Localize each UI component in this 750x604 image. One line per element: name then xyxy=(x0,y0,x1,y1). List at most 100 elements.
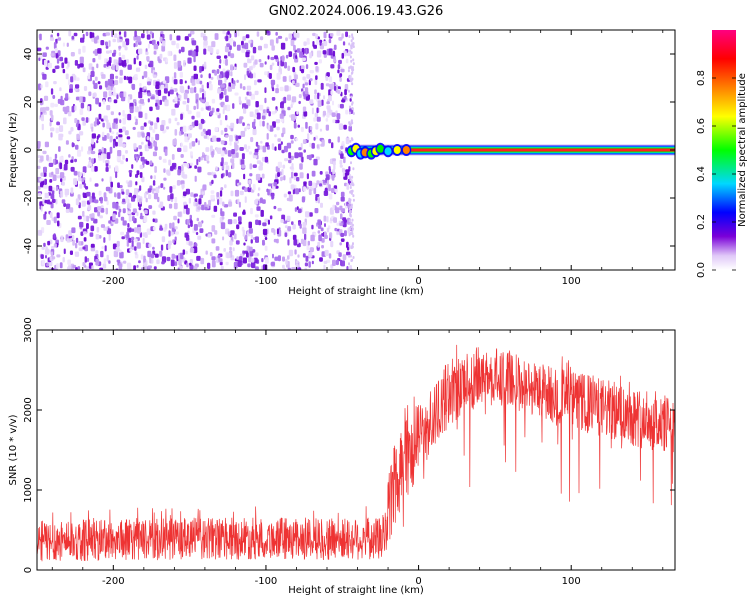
spectrogram-noise-cell xyxy=(108,260,111,264)
spectrogram-noise-cell xyxy=(113,99,118,104)
spectrogram-noise-cell xyxy=(52,158,56,165)
spectrogram-noise-cell xyxy=(183,201,187,206)
spectrogram-noise-cell xyxy=(154,218,158,223)
spectrogram-noise-cell xyxy=(125,189,130,196)
spectrogram-noise-cell xyxy=(346,251,351,256)
spectrogram-noise-cell xyxy=(207,129,211,136)
spectrogram-noise-cell xyxy=(208,80,212,85)
spectrogram-noise-cell xyxy=(82,120,86,126)
spectrogram-noise-cell xyxy=(56,65,60,69)
spectrogram-noise-cell xyxy=(169,186,173,193)
spectrogram-noise-cell xyxy=(220,84,225,88)
spectrogram-noise-cell xyxy=(153,44,159,50)
spectrogram-noise-cell xyxy=(308,251,313,258)
spectrogram-noise-cell xyxy=(205,101,209,107)
spectrogram-noise-cell xyxy=(116,36,120,43)
spectrogram-noise-cell xyxy=(298,188,301,193)
spectrogram-noise-cell xyxy=(87,72,90,80)
spectrogram-noise-cell xyxy=(270,56,275,61)
spectrogram-noise-cell xyxy=(98,113,102,120)
spectrogram-noise-cell xyxy=(352,242,354,246)
spectrogram-noise-cell xyxy=(158,204,162,208)
spectrogram-noise-cell xyxy=(154,95,159,101)
spectrogram-noise-cell xyxy=(350,46,353,50)
spectrogram-noise-cell xyxy=(43,172,47,177)
spectrogram-noise-cell xyxy=(352,112,355,115)
spectrogram-noise-cell xyxy=(202,184,207,191)
spectrogram-noise-cell xyxy=(118,263,123,270)
spectrogram-noise-cell xyxy=(196,217,199,222)
spectrogram-noise-cell xyxy=(253,72,256,79)
spectrogram-noise-cell xyxy=(128,214,132,222)
spectrogram-noise-cell xyxy=(141,75,144,80)
spectrogram-noise-cell xyxy=(295,264,299,268)
spectrogram-noise-cell xyxy=(140,156,145,162)
spectrogram-noise-cell xyxy=(222,201,225,207)
spectrogram-noise-cell xyxy=(159,53,163,59)
spectrogram-noise-cell xyxy=(309,142,312,148)
spectrogram-noise-cell xyxy=(50,102,55,108)
spectrogram-noise-cell xyxy=(133,35,137,41)
spectrogram-noise-cell xyxy=(45,46,49,50)
spectrogram-noise-cell xyxy=(351,227,354,231)
spectrogram-noise-cell xyxy=(101,178,104,182)
spectrogram-noise-cell xyxy=(167,240,172,246)
spectrogram-noise-cell xyxy=(296,177,300,182)
spectrogram-noise-cell xyxy=(43,166,47,173)
spectrogram-noise-cell xyxy=(46,220,51,225)
spectrogram-noise-cell xyxy=(349,98,352,102)
spectrogram-noise-cell xyxy=(269,125,274,132)
spectrogram-noise-cell xyxy=(306,244,310,251)
colorbar-tick-label: 0.4 xyxy=(696,166,707,182)
spectrogram-noise-cell xyxy=(81,200,86,207)
spectrogram-noise-cell xyxy=(233,261,238,269)
spectrogram-noise-cell xyxy=(248,255,252,263)
spectrogram-noise-cell xyxy=(107,79,112,86)
spectrogram-noise-cell xyxy=(321,238,325,243)
spectrogram-noise-cell xyxy=(168,118,172,124)
spectrogram-noise-cell xyxy=(339,242,342,246)
spectrogram-noise-cell xyxy=(298,221,301,226)
spectrogram-noise-cell xyxy=(38,142,41,149)
spectrogram-noise-cell xyxy=(294,57,299,63)
spectrogram-noise-cell xyxy=(306,74,311,79)
spectrogram-noise-cell xyxy=(261,258,264,263)
spectrogram-noise-cell xyxy=(111,131,115,135)
spectrogram-noise-cell xyxy=(351,77,354,81)
spectrogram-noise-cell xyxy=(352,62,355,66)
spectrogram-noise-cell xyxy=(332,50,336,57)
spectrogram-noise-cell xyxy=(46,263,49,267)
spectrogram-noise-cell xyxy=(93,82,98,89)
spectrogram-noise-cell xyxy=(96,63,99,69)
spectrogram-noise-cell xyxy=(227,86,232,92)
spectrogram-noise-cell xyxy=(177,60,182,68)
spectrogram-noise-cell xyxy=(260,209,264,217)
spectrogram-noise-cell xyxy=(302,106,307,112)
spectrogram-noise-cell xyxy=(122,198,126,203)
spectrogram-noise-cell xyxy=(67,259,71,265)
spectrogram-noise-cell xyxy=(43,95,49,101)
spectrogram-noise-cell xyxy=(131,240,134,247)
spectrogram-noise-cell xyxy=(58,133,63,141)
spectrogram-noise-cell xyxy=(288,75,292,83)
spectrogram-noise-cell xyxy=(323,31,327,39)
spectrogram-noise-cell xyxy=(275,119,281,124)
spectrogram-noise-cell xyxy=(351,175,354,179)
spectrogram-noise-cell xyxy=(300,126,304,133)
spectrogram-noise-cell xyxy=(122,220,127,226)
spectrogram-noise-cell xyxy=(169,89,174,95)
spectrogram-noise-cell xyxy=(74,251,80,257)
spectrogram-noise-cell xyxy=(139,198,142,205)
spectrogram-noise-cell xyxy=(316,180,320,185)
spectrogram-noise-cell xyxy=(48,267,52,270)
spectrogram-noise-cell xyxy=(125,38,130,46)
spectrogram-noise-cell xyxy=(252,128,257,136)
spectrogram-noise-cell xyxy=(139,82,142,87)
snr-series-line xyxy=(37,344,675,562)
spectrogram-noise-cell xyxy=(179,252,184,260)
spectrogram-noise-cell xyxy=(149,256,152,264)
spectrogram-noise-cell xyxy=(132,194,137,199)
spectrogram-noise-cell xyxy=(191,141,196,147)
spectrogram-noise-cell xyxy=(290,104,293,108)
spectrogram-noise-cell xyxy=(349,200,352,204)
